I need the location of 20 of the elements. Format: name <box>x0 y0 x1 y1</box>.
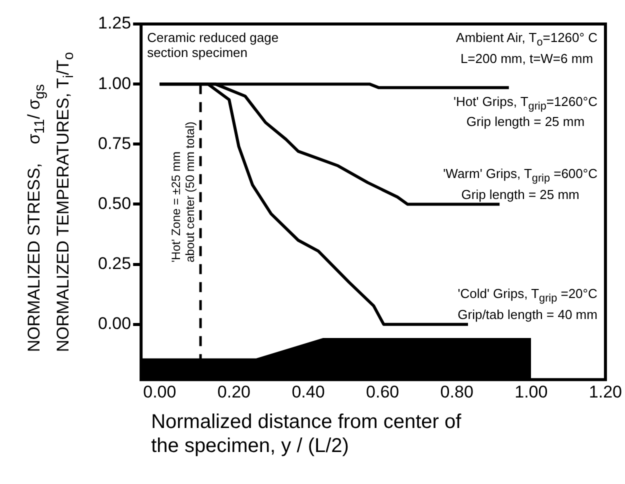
y-tick-label: 0.75 <box>98 134 132 153</box>
y-tick-label: 1.25 <box>98 14 132 33</box>
x-tick-label: 0.20 <box>217 382 251 402</box>
annotation: Ambient Air, T$_{o}$=1260° C L=200 mm, t=W=6 mm <box>456 30 598 66</box>
y-tick-label: 0.50 <box>98 194 132 213</box>
y-tick-label: 1.00 <box>98 74 132 93</box>
x-tick-label: 0.60 <box>366 382 400 402</box>
series-label: 'Hot' Grips, T$_{grip}$=1260°C Grip length = 25 mm <box>454 94 598 130</box>
y-tick-label: 0.25 <box>98 254 132 273</box>
x-tick-label: 0.40 <box>292 382 325 402</box>
x-tick-label: 0.80 <box>440 382 474 402</box>
x-axis-title: Normalized distance from center of the specimen, y / (L/2) <box>151 410 462 458</box>
series-label: 'Warm' Grips, T$_{grip}$ =600°C Grip length = 25 mm <box>443 166 598 203</box>
x-tick-label: 1.00 <box>514 382 548 402</box>
ref-line-label: 'Hot' Zone = ±25 mm about center (50 mm total) <box>168 121 197 262</box>
y-tick-label: 0.00 <box>98 314 132 334</box>
series-label: 'Cold' Grips, T$_{grip}$ =20°C Grip/tab length = 40 mm <box>458 286 598 323</box>
x-tick-label: 1.20 <box>588 382 622 402</box>
annotation: Ceramic reduced gage section specimen <box>147 30 279 60</box>
x-tick-label: 0.00 <box>143 382 176 402</box>
